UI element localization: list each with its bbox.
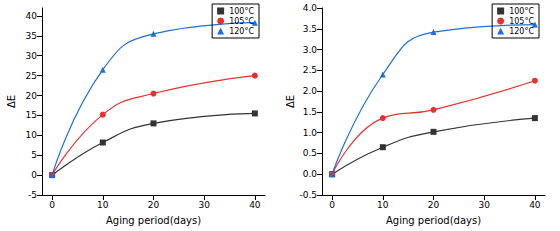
svg-text:40: 40 xyxy=(529,200,541,210)
svg-text:1.5: 1.5 xyxy=(303,107,317,117)
svg-text:105°C: 105°C xyxy=(229,17,254,26)
svg-text:0: 0 xyxy=(329,200,335,210)
svg-text:ΔE: ΔE xyxy=(285,95,296,108)
svg-text:2.5: 2.5 xyxy=(303,65,317,75)
svg-text:30: 30 xyxy=(26,51,38,61)
svg-text:20: 20 xyxy=(26,91,38,101)
svg-text:40: 40 xyxy=(249,200,261,210)
svg-text:-5: -5 xyxy=(28,190,37,200)
svg-text:10: 10 xyxy=(377,200,389,210)
svg-text:0.0: 0.0 xyxy=(303,169,318,179)
svg-text:Aging period(days): Aging period(days) xyxy=(386,215,481,226)
svg-text:100°C: 100°C xyxy=(229,7,254,16)
svg-text:5: 5 xyxy=(31,150,37,160)
svg-text:2.0: 2.0 xyxy=(303,86,318,96)
svg-text:120°C: 120°C xyxy=(229,27,254,36)
svg-text:0: 0 xyxy=(49,200,55,210)
svg-text:100°C: 100°C xyxy=(509,7,534,16)
svg-text:120°C: 120°C xyxy=(509,27,534,36)
svg-text:10: 10 xyxy=(97,200,109,210)
svg-text:-0.5: -0.5 xyxy=(299,190,317,200)
svg-text:30: 30 xyxy=(478,200,490,210)
svg-text:4.0: 4.0 xyxy=(303,3,318,13)
svg-text:20: 20 xyxy=(148,200,160,210)
svg-text:10: 10 xyxy=(26,130,38,140)
svg-text:1.0: 1.0 xyxy=(303,128,318,138)
svg-text:ΔE: ΔE xyxy=(6,95,17,108)
svg-text:25: 25 xyxy=(26,71,37,81)
svg-text:3.0: 3.0 xyxy=(303,45,318,55)
svg-text:105°C: 105°C xyxy=(509,17,534,26)
svg-text:0: 0 xyxy=(31,170,37,180)
svg-text:15: 15 xyxy=(26,110,37,120)
svg-text:40: 40 xyxy=(26,11,38,21)
svg-text:20: 20 xyxy=(428,200,440,210)
svg-text:0.5: 0.5 xyxy=(303,148,317,158)
svg-text:3.5: 3.5 xyxy=(303,24,317,34)
svg-text:Aging period(days): Aging period(days) xyxy=(106,215,201,226)
svg-text:30: 30 xyxy=(198,200,210,210)
svg-text:35: 35 xyxy=(26,31,37,41)
